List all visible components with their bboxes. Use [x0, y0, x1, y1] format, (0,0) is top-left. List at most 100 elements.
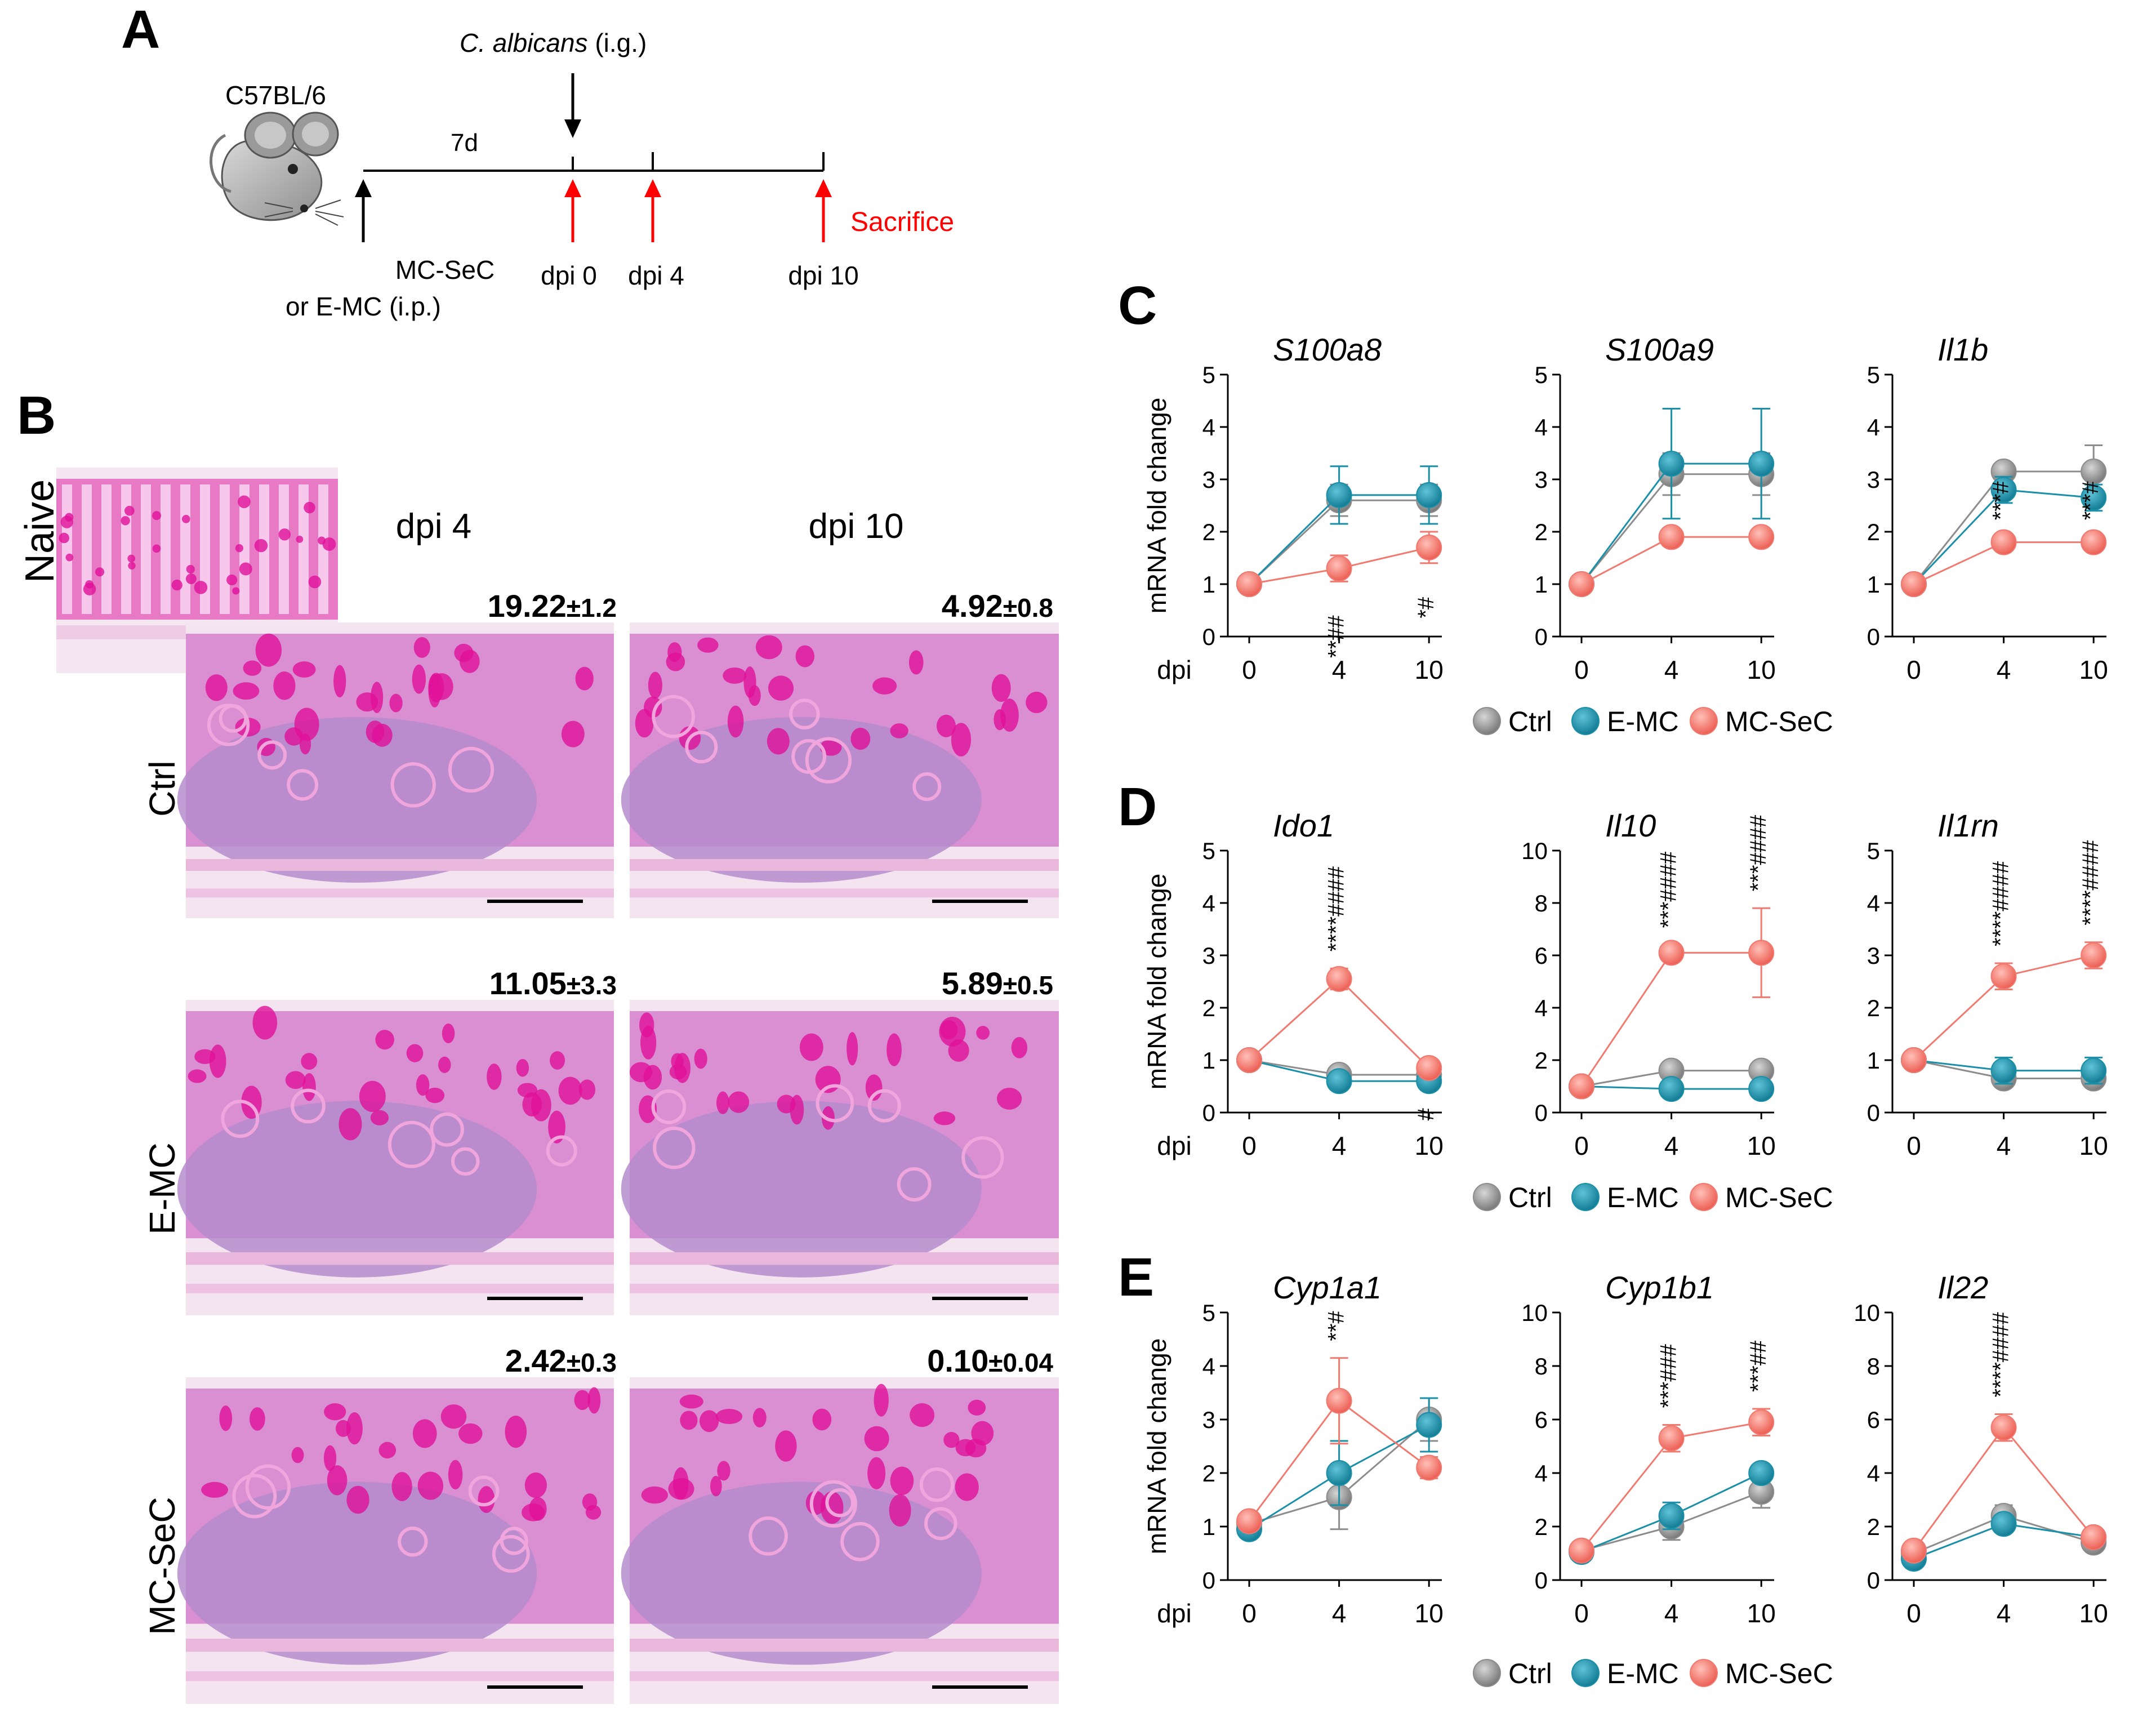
y-tick-label: 4 — [1867, 1460, 1880, 1487]
treatment-label: MC-SeC — [395, 255, 495, 284]
treatment-alt-label: or E-MC (i.p.) — [286, 292, 441, 321]
panel-c-letter: C — [1118, 275, 1157, 336]
y-tick-label: 6 — [1535, 942, 1548, 969]
y-tick-label: 10 — [1521, 838, 1548, 864]
chart-title: Il22 — [1937, 1270, 1988, 1305]
data-point — [1236, 1047, 1262, 1073]
naive-label: Naive — [17, 479, 63, 583]
y-tick-label: 1 — [1202, 1047, 1215, 1074]
svg-text:0.10±0.04: 0.10±0.04 — [927, 1343, 1053, 1378]
series-e-mc — [1569, 1460, 1775, 1565]
chart-il1b: 0 1 2 3 4 5 0 4 10 Il1b ***# ***# — [1867, 332, 2108, 684]
timepoint-dpi4: dpi 4 — [628, 261, 684, 290]
series-mc-sec — [1236, 531, 1442, 597]
series-legend: Ctrl E-MC MC-SeC — [1473, 706, 1833, 737]
series-e-mc — [1901, 475, 2107, 597]
series-legend: Ctrl E-MC MC-SeC — [1473, 1658, 1833, 1689]
y-tick-label: 1 — [1535, 571, 1548, 598]
data-point — [1990, 477, 2017, 503]
y-tick-label: 4 — [1535, 1460, 1548, 1487]
micrograph-mcsec-dpi4 — [177, 1377, 614, 1704]
score-emc-dpi10: 5.89±0.5 — [942, 965, 1053, 1001]
chart-title: Il1b — [1937, 332, 1988, 367]
legend-swatch — [1473, 1659, 1501, 1687]
x-tick-label: 10 — [1415, 1599, 1444, 1628]
svg-text:11.05±3.3: 11.05±3.3 — [489, 965, 617, 1001]
data-point — [1326, 1387, 1352, 1414]
naive-inset — [56, 468, 338, 673]
micrograph-grid — [177, 622, 1059, 1704]
y-tick-label: 5 — [1867, 838, 1880, 864]
legends: Ctrl E-MC MC-SeC Ctrl E-MC MC-SeC Ctrl E-MC MC-S… — [1473, 706, 1833, 1689]
row-label-emc: E-MC — [142, 1142, 182, 1235]
sacrifice-arrow-dpi4-icon — [644, 179, 661, 242]
y-tick-label: 0 — [1535, 1100, 1548, 1126]
y-tick-label: 1 — [1867, 571, 1880, 598]
legend-swatch — [1690, 707, 1718, 735]
infection-label: C. albicans (i.g.) — [460, 28, 647, 57]
y-tick-label: 8 — [1535, 1353, 1548, 1380]
data-point — [2081, 484, 2107, 511]
data-point — [2081, 942, 2107, 968]
significance-marker: *# — [1414, 597, 1438, 619]
data-point — [1748, 1460, 1775, 1486]
data-point — [1901, 1047, 1927, 1073]
data-point — [1326, 1068, 1352, 1094]
significance-marker: ***# — [1989, 481, 2014, 520]
x-tick-label: 10 — [1747, 1131, 1776, 1160]
y-tick-label: 3 — [1202, 466, 1215, 493]
y-axis-label: mRNA fold change — [1142, 874, 1171, 1090]
significance-marker: ***# — [2078, 481, 2103, 520]
legend-swatch — [1473, 1183, 1501, 1211]
y-tick-label: 10 — [1854, 1300, 1880, 1326]
series-e-mc — [1569, 407, 1775, 597]
x-tick-label: 10 — [2079, 655, 2108, 684]
data-point — [1748, 451, 1775, 477]
chart-title: Ido1 — [1273, 808, 1334, 843]
series-mc-sec — [1236, 1357, 1442, 1534]
significance-marker: ***### — [1656, 1343, 1681, 1408]
sacrifice-label: Sacrifice — [850, 207, 954, 237]
chart-s100a9: 0 1 2 3 4 5 0 4 10 S100a9 — [1535, 332, 1776, 684]
y-tick-label: 2 — [1202, 519, 1215, 545]
x-tick-label: 10 — [1415, 655, 1444, 684]
micrograph-naive — [56, 468, 338, 673]
significance-marker: ***#### — [1656, 851, 1681, 928]
y-tick-label: 0 — [1202, 1567, 1215, 1594]
data-point — [1326, 1460, 1352, 1486]
data-point — [1416, 482, 1442, 508]
data-point — [1236, 1508, 1262, 1534]
data-point — [1990, 963, 2017, 990]
y-tick-label: 0 — [1202, 1100, 1215, 1126]
data-point — [1658, 1425, 1685, 1452]
x-axis-label: dpi — [1157, 655, 1191, 684]
x-tick-label: 0 — [1906, 1599, 1921, 1628]
chart-title: Cyp1a1 — [1273, 1270, 1382, 1305]
chart-cyp1a1: 0 1 2 3 4 5 0 4 10 Cyp1a1 mRNA fold change dpi **# — [1142, 1270, 1444, 1628]
y-tick-label: 0 — [1535, 624, 1548, 650]
panel-b: B Naive dpi 4 dpi 10 Ctrl E-MC MC-SeC 19… — [17, 385, 1059, 1704]
y-tick-label: 0 — [1202, 624, 1215, 650]
y-tick-label: 2 — [1535, 519, 1548, 545]
series-e-mc — [1236, 1397, 1442, 1542]
data-point — [1569, 1537, 1594, 1564]
y-tick-label: 0 — [1867, 624, 1880, 650]
row-label-mcsec: MC-SeC — [142, 1497, 182, 1635]
y-tick-label: 3 — [1202, 1407, 1215, 1433]
y-tick-label: 3 — [1867, 466, 1880, 493]
y-tick-label: 5 — [1202, 1300, 1215, 1326]
x-tick-label: 4 — [1664, 1599, 1679, 1628]
svg-text:5.89±0.5: 5.89±0.5 — [942, 965, 1053, 1001]
data-point — [1416, 1454, 1442, 1481]
y-tick-label: 8 — [1535, 890, 1548, 916]
data-point — [1658, 940, 1685, 966]
data-point — [1990, 1057, 2017, 1084]
x-tick-label: 0 — [1906, 655, 1921, 684]
legend-swatch — [1690, 1659, 1718, 1687]
chart-s100a8: 0 1 2 3 4 5 0 4 10 S100a8 mRNA fold change dpi **## *… — [1142, 332, 1444, 684]
series-e-mc — [1236, 1047, 1442, 1094]
data-point — [1326, 482, 1352, 508]
